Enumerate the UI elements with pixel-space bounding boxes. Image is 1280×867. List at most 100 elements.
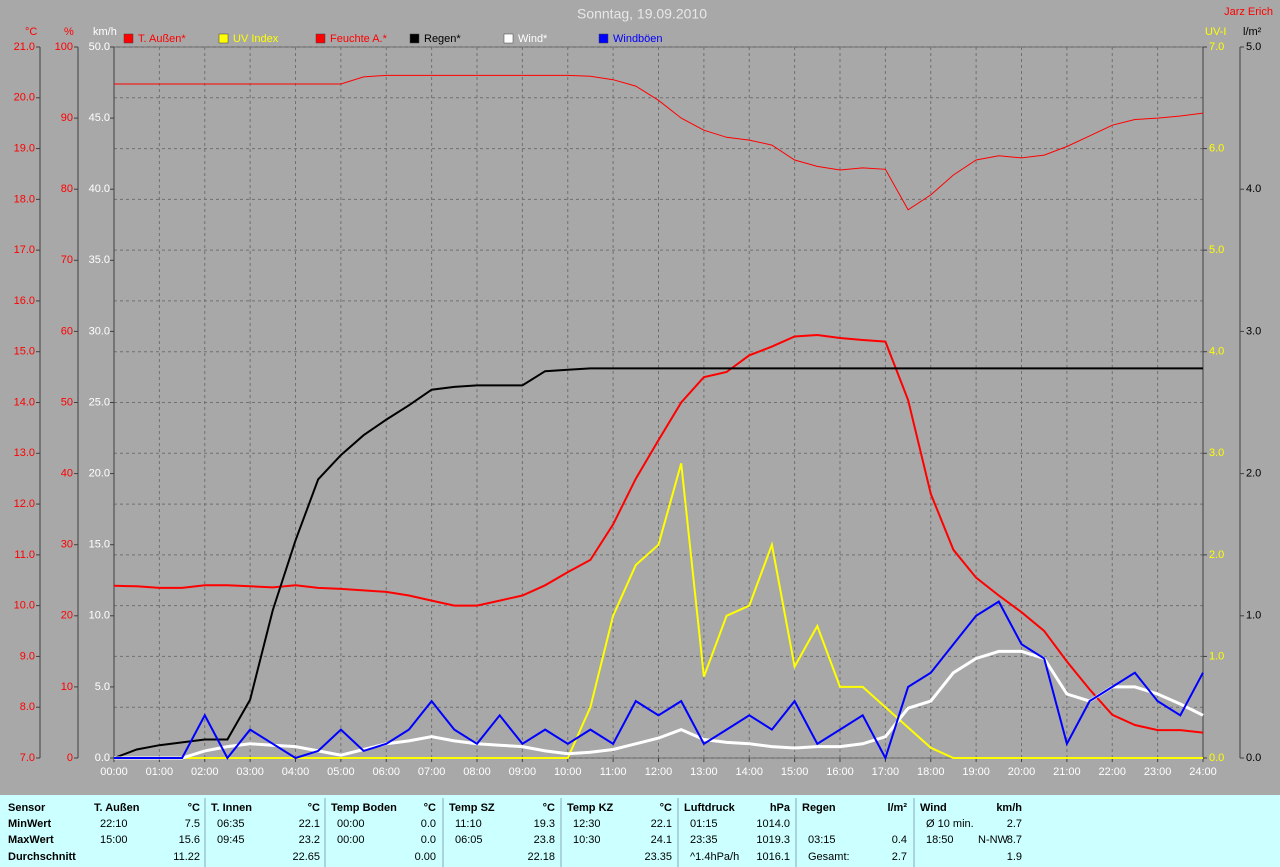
stats-cell: 1014.0 (756, 818, 790, 830)
stats-cell: 22.1 (299, 818, 320, 830)
stats-cell: 1016.1 (756, 851, 790, 863)
stats-header: Luftdruck (684, 802, 736, 814)
y-tick-label: 4.0 (1209, 346, 1224, 358)
x-tick-label: 10:00 (554, 766, 582, 778)
stats-cell: 18:50 (926, 834, 954, 846)
y-tick-label: 25.0 (89, 396, 110, 408)
y-tick-label: 30 (61, 539, 73, 551)
series-line (114, 649, 1204, 760)
legend-swatch (123, 33, 134, 44)
y-tick-label: 2.0 (1246, 468, 1261, 480)
y-tick-label: 3.0 (1209, 447, 1224, 459)
stats-cell: 7.5 (185, 818, 200, 830)
y-tick-label: 11.0 (14, 549, 35, 561)
series-line (113, 367, 1203, 759)
x-tick-label: 11:00 (600, 766, 627, 778)
stats-unit: l/m² (887, 802, 907, 814)
stats-cell: 23:35 (690, 834, 718, 846)
stats-cell: 2.7 (1007, 818, 1022, 830)
y-tick-label: 10 (61, 681, 73, 693)
axis-unit: l/m² (1243, 26, 1262, 38)
stats-cell: 23.35 (644, 851, 672, 863)
stats-cell: 22.1 (651, 818, 672, 830)
x-tick-label: 15:00 (781, 766, 809, 778)
stats-cell: N-NW (978, 834, 1009, 846)
y-tick-label: 19.0 (14, 142, 35, 154)
y-tick-label: 4.0 (1246, 183, 1261, 195)
legend-swatch (598, 33, 609, 44)
x-tick-label: 04:00 (282, 766, 310, 778)
stats-cell: 00:00 (337, 834, 365, 846)
stats-header: Temp KZ (567, 802, 614, 814)
y-tick-label: 1.0 (1246, 610, 1261, 622)
stats-cell: 0.0 (421, 834, 436, 846)
axis-unit: °C (25, 26, 37, 38)
y-tick-label: 20.0 (14, 92, 35, 104)
y-tick-label: 1.0 (1209, 650, 1224, 662)
chart-title: Sonntag, 19.09.2010 (577, 6, 707, 22)
stats-cell: 01:15 (690, 818, 718, 830)
y-tick-label: 3.0 (1246, 325, 1261, 337)
y-tick-label: 18.0 (14, 193, 35, 205)
stats-unit: °C (543, 802, 555, 814)
legend-swatch (503, 33, 514, 44)
x-tick-label: 01:00 (146, 766, 174, 778)
y-tick-label: 7.0 (20, 752, 35, 764)
y-tick-label: 60 (61, 325, 73, 337)
stats-row-label: Sensor (8, 802, 46, 814)
x-tick-label: 16:00 (826, 766, 854, 778)
stats-cell: 15.6 (179, 834, 200, 846)
stats-unit: °C (424, 802, 436, 814)
stats-cell: 09:45 (217, 834, 245, 846)
legend-label: Wind* (518, 33, 548, 45)
y-tick-label: 7.0 (1209, 41, 1224, 53)
x-tick-label: 17:00 (872, 766, 900, 778)
y-tick-label: 40 (61, 468, 73, 480)
axis-unit: % (64, 26, 74, 38)
x-tick-label: 00:00 (100, 766, 128, 778)
x-tick-label: 23:00 (1144, 766, 1172, 778)
y-tick-label: 20 (61, 610, 73, 622)
stats-cell: 06:05 (455, 834, 483, 846)
y-tick-label: 100 (55, 41, 73, 53)
x-tick-label: 12:00 (645, 766, 673, 778)
stats-unit: °C (188, 802, 200, 814)
stats-unit: km/h (996, 802, 1022, 814)
series-line (114, 600, 1204, 761)
stats-cell: 24.1 (651, 834, 672, 846)
y-tick-label: 80 (61, 183, 73, 195)
y-tick-label: 0.0 (1209, 752, 1224, 764)
y-tick-label: 0.0 (95, 752, 110, 764)
x-tick-label: 05:00 (327, 766, 355, 778)
stats-cell: 15:00 (100, 834, 128, 846)
stats-cell: 03:15 (808, 834, 836, 846)
stats-cell: 22.65 (292, 851, 320, 863)
stats-header: Temp SZ (449, 802, 495, 814)
y-tick-label: 5.0 (1246, 41, 1261, 53)
y-tick-label: 16.0 (14, 295, 35, 307)
x-tick-label: 18:00 (917, 766, 945, 778)
x-tick-label: 08:00 (463, 766, 491, 778)
x-tick-label: 20:00 (1008, 766, 1036, 778)
legend-swatch (409, 33, 420, 44)
stats-cell: 22.18 (527, 851, 555, 863)
x-tick-label: 22:00 (1098, 766, 1126, 778)
series-line (113, 333, 1204, 734)
legend-label: Feuchte A.* (330, 33, 388, 45)
y-tick-label: 5.0 (95, 681, 110, 693)
stats-panel (0, 795, 1280, 867)
stats-unit: °C (660, 802, 672, 814)
stats-unit: hPa (770, 802, 791, 814)
stats-cell: 2.7 (892, 851, 907, 863)
stats-cell: 8.7 (1007, 834, 1022, 846)
author: Jarz Erich (1224, 6, 1273, 18)
stats-row-label: MaxWert (8, 834, 54, 846)
y-tick-label: 40.0 (89, 183, 110, 195)
y-tick-label: 15.0 (14, 346, 35, 358)
stats-cell: 06:35 (217, 818, 245, 830)
x-tick-label: 21:00 (1053, 766, 1081, 778)
x-tick-label: 09:00 (509, 766, 537, 778)
stats-unit: °C (308, 802, 320, 814)
y-tick-label: 15.0 (89, 539, 110, 551)
stats-cell: 0.0 (421, 818, 436, 830)
